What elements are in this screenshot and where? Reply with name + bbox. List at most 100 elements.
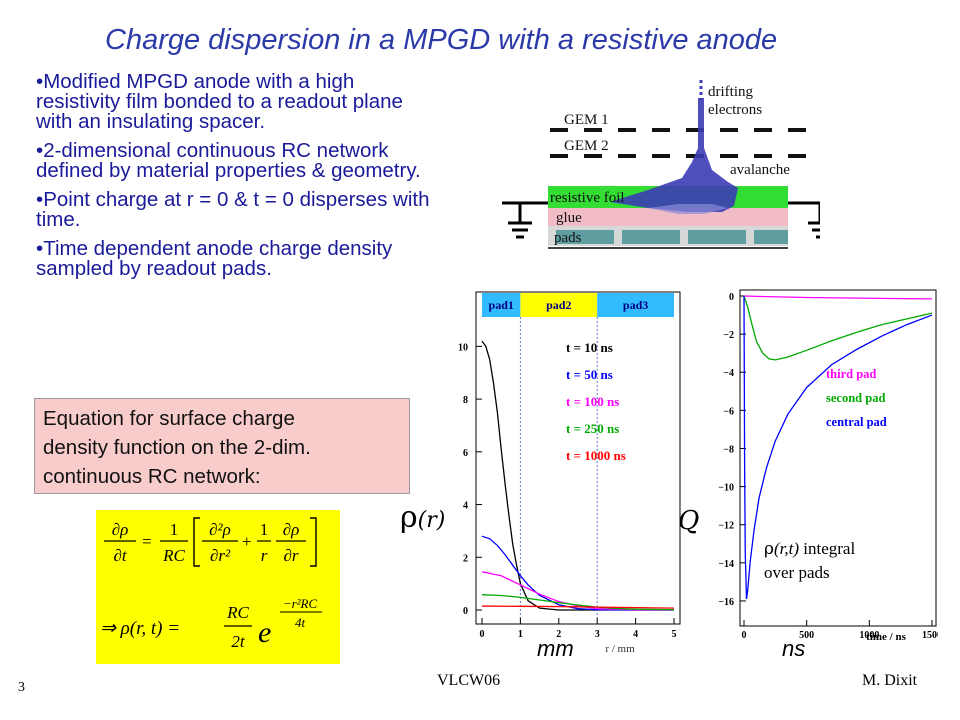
series-lines bbox=[481, 340, 675, 611]
eq1-c-num: 1 bbox=[170, 520, 179, 539]
y-tick-label: −8 bbox=[723, 444, 734, 455]
equation-caption-line: density function on the 2-dim. bbox=[43, 436, 311, 459]
bullet-item: •Time dependent anode charge density sam… bbox=[36, 237, 393, 280]
series-line bbox=[481, 594, 675, 611]
legend-entry: t = 50 ns bbox=[566, 367, 613, 382]
ground-icon bbox=[800, 201, 820, 239]
eq1-c-den: RC bbox=[162, 546, 185, 565]
eq1-bracket-right bbox=[310, 517, 317, 567]
plot-frame bbox=[475, 291, 681, 625]
pads-label: pads bbox=[554, 230, 582, 246]
x-tick-label: 3 bbox=[595, 629, 600, 640]
footer-conference: VLCW06 bbox=[437, 672, 501, 689]
x-tick-label: 0 bbox=[480, 629, 485, 640]
y-tick-label: −14 bbox=[718, 559, 734, 570]
y-tick-label: −12 bbox=[718, 521, 734, 532]
right-unit-label: ns bbox=[782, 636, 806, 661]
y-tick-label: −4 bbox=[723, 368, 734, 379]
series-lines bbox=[743, 295, 933, 600]
x-tick-label: 2 bbox=[556, 629, 561, 640]
resistive-label: resistive foil bbox=[550, 190, 625, 206]
glue-layer bbox=[548, 208, 788, 226]
left-unit-label: mm bbox=[537, 636, 574, 661]
legend-entry: t = 250 ns bbox=[566, 421, 619, 436]
x-tick-label: 1000 bbox=[859, 630, 879, 641]
legend-entry: t = 10 ns bbox=[566, 340, 613, 355]
equation-caption-line: Equation for surface charge bbox=[43, 407, 295, 430]
charge-spread bbox=[648, 204, 728, 214]
x-tick-label: 1 bbox=[518, 629, 523, 640]
pad-band bbox=[597, 293, 674, 317]
slide-title: Charge dispersion in a MPGD with a resis… bbox=[105, 24, 778, 56]
x-axis-ticks: 0 500 1000 1500 bbox=[742, 620, 938, 641]
formula-svg: ∂ρ ∂t = 1 RC ∂²ρ ∂r² + 1 r ∂ρ ∂r ⇒ ρ(r, … bbox=[100, 517, 322, 651]
pad bbox=[754, 230, 788, 244]
x-tick-label: 4 bbox=[633, 629, 638, 640]
chart-pad-integral: 0 −2 −4 −6 −8 −10 −12 −14 −16 0 500 1000 1500 third… bbox=[718, 289, 938, 643]
series-line bbox=[481, 605, 675, 609]
y-tick-label: −2 bbox=[723, 330, 734, 341]
pad bbox=[688, 230, 746, 244]
gem1-label: GEM 1 bbox=[564, 112, 609, 128]
bullet-text: Modified MPGD anode with a high resistiv… bbox=[36, 70, 403, 133]
y-tick-label: 0 bbox=[463, 606, 468, 617]
pad-band bbox=[520, 293, 598, 317]
equation-caption-line: continuous RC network: bbox=[43, 465, 261, 488]
eq1-lhs-den: ∂t bbox=[113, 546, 127, 565]
series-line bbox=[481, 535, 674, 611]
legend-entry: t = 1000 ns bbox=[566, 448, 626, 463]
ground-icon bbox=[502, 201, 538, 239]
y-axis-ticks: 0 −2 −4 −6 −8 −10 −12 −14 −16 bbox=[718, 292, 746, 608]
glue-label: glue bbox=[556, 210, 582, 226]
y-tick-label: −6 bbox=[723, 406, 734, 417]
bullet-item: •2-dimensional continuous RC network def… bbox=[36, 139, 421, 182]
eq1-t3-den: ∂r bbox=[283, 546, 298, 565]
x-axis-title: time / ns bbox=[866, 631, 906, 643]
eq1-t2-den: r bbox=[261, 546, 268, 565]
y-tick-label: 8 bbox=[463, 395, 468, 406]
eq2-c-num: RC bbox=[226, 603, 249, 622]
slide-number: 3 bbox=[18, 680, 25, 695]
eq2-exp-den: 4t bbox=[295, 615, 306, 630]
bullet-item: •Modified MPGD anode with a high resisti… bbox=[36, 70, 403, 133]
legend-entry: second pad bbox=[826, 391, 885, 405]
eq1-equals: = bbox=[142, 532, 152, 551]
series-line bbox=[743, 295, 933, 300]
pad-band bbox=[482, 293, 521, 317]
pad bbox=[622, 230, 680, 244]
legend-entry: third pad bbox=[826, 367, 876, 381]
bullet-text: Point charge at r = 0 & t = 0 disperses … bbox=[36, 188, 430, 231]
eq1-t1-den: ∂r² bbox=[210, 546, 231, 565]
pad-band-label: pad1 bbox=[489, 298, 514, 312]
avalanche-label: avalanche bbox=[730, 162, 790, 178]
pad-band-label: pad2 bbox=[546, 298, 571, 312]
eq1-t2-num: 1 bbox=[260, 520, 269, 539]
x-axis-title: r / mm bbox=[605, 643, 635, 655]
series-line bbox=[743, 295, 933, 361]
eq2-exp-num: −r²RC bbox=[283, 596, 318, 611]
bullet-text: Time dependent anode charge density samp… bbox=[36, 237, 393, 280]
mpgd-diagram: GEM 1 GEM 2 drifting electrons avalanche… bbox=[502, 80, 820, 249]
eq2-base: e bbox=[258, 616, 271, 649]
eq1-lhs-num: ∂ρ bbox=[112, 520, 129, 539]
electrons-label: electrons bbox=[708, 102, 762, 118]
pad-band-label: pad3 bbox=[623, 298, 648, 312]
annotation-line-1: ρ(r,t) integral bbox=[764, 539, 855, 559]
x-tick-label: 5 bbox=[672, 629, 677, 640]
legend: t = 10 ns t = 50 ns t = 100 ns t = 250 ns t … bbox=[566, 340, 626, 463]
y-tick-label: −10 bbox=[718, 483, 734, 494]
x-axis-ticks: 0 1 2 3 4 5 bbox=[480, 618, 677, 640]
eq2-lhs: ⇒ ρ(r, t) = bbox=[100, 618, 180, 639]
y-tick-label: −16 bbox=[718, 597, 734, 608]
left-axis-symbol: ρ(r) bbox=[400, 500, 446, 535]
bullet-item: •Point charge at r = 0 & t = 0 disperses… bbox=[36, 188, 430, 231]
eq1-t1-num: ∂²ρ bbox=[209, 520, 231, 539]
avalanche-cloud bbox=[610, 98, 738, 212]
x-tick-label: 500 bbox=[799, 630, 814, 641]
y-tick-label: 6 bbox=[463, 448, 468, 459]
y-tick-label: 10 bbox=[458, 342, 468, 353]
eq2-c-den: 2t bbox=[231, 632, 246, 651]
equation-caption-box: Equation for surface charge density func… bbox=[34, 398, 410, 494]
footer-author: M. Dixit bbox=[862, 672, 918, 689]
eq1-bracket-left bbox=[193, 517, 200, 567]
